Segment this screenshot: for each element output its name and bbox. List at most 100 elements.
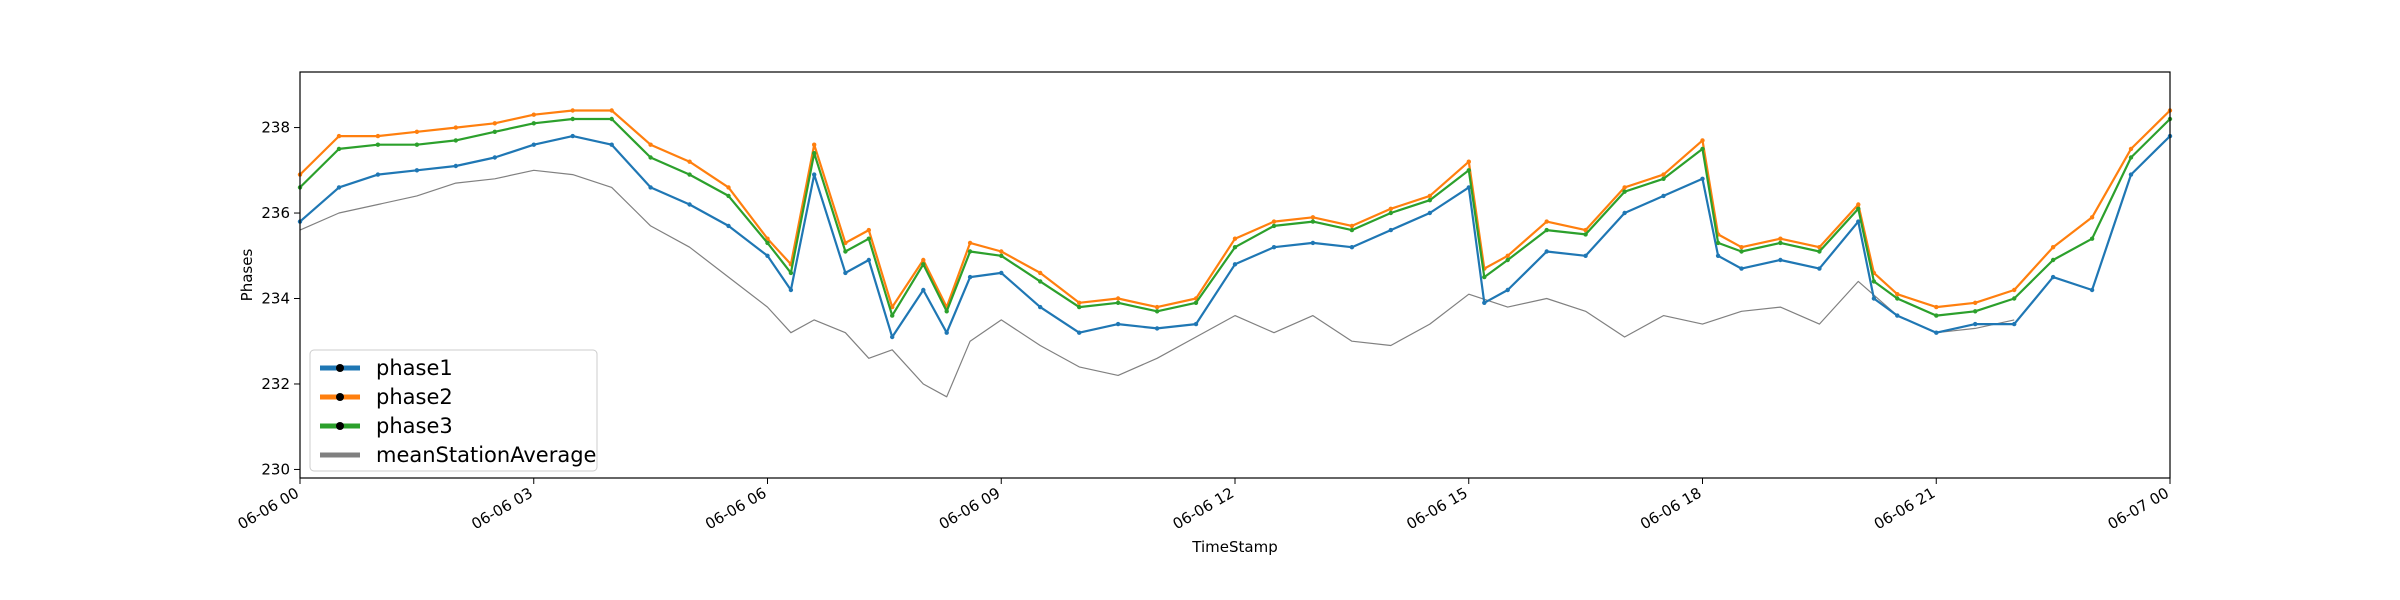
data-point-phase2: [999, 249, 1004, 254]
data-point-phase1: [453, 163, 458, 169]
data-point-phase3: [1583, 232, 1588, 237]
legend-box: [309, 349, 598, 472]
data-point-phase1: [1934, 330, 1939, 335]
data-point-phase2: [1661, 172, 1666, 177]
data-point-phase2: [1154, 304, 1160, 310]
legend-label: phase2: [376, 385, 453, 409]
data-point-phase2: [2128, 146, 2134, 152]
data-point-phase1: [1310, 240, 1316, 246]
series-phase1: [297, 133, 2173, 340]
data-point-phase1: [1115, 321, 1121, 327]
series-phase3: [297, 116, 2173, 318]
data-point-phase3: [1388, 210, 1394, 216]
x-axis-label: TimeStamp: [1191, 538, 1277, 556]
data-point-phase2: [843, 240, 848, 246]
data-point-phase3: [336, 146, 342, 152]
data-point-phase3: [648, 155, 653, 160]
data-point-phase3: [1739, 249, 1744, 254]
data-point-phase3: [788, 270, 794, 276]
data-point-phase1: [921, 287, 926, 293]
data-point-phase1: [414, 168, 420, 173]
data-point-phase3: [1544, 227, 1549, 233]
data-point-phase2: [967, 240, 973, 246]
data-point-phase3: [1115, 300, 1121, 305]
data-point-phase3: [765, 240, 770, 246]
data-point-phase3: [812, 151, 817, 156]
data-point-phase2: [1778, 236, 1783, 241]
data-point-phase1: [1388, 227, 1394, 233]
x-axis: 06-06 00 06-06 03 06-06 06 06-06 09 06-06 12…: [235, 478, 2172, 533]
series-line-meanStationAverage: [299, 169, 2015, 398]
data-point-phase1: [1482, 300, 1487, 305]
data-point-phase2: [2050, 245, 2056, 250]
data-point-phase2: [726, 185, 731, 190]
data-point-phase2: [1622, 185, 1627, 190]
data-point-phase2: [1739, 245, 1744, 250]
x-tick-label: 06-06 21: [1871, 484, 1938, 533]
data-point-phase3: [375, 142, 381, 147]
data-point-phase1: [1505, 287, 1510, 293]
data-point-phase1: [1661, 193, 1666, 199]
data-point-phase2: [336, 133, 342, 139]
series-layer: [297, 108, 2173, 398]
data-point-phase1: [2089, 287, 2095, 293]
legend-marker: [336, 422, 344, 430]
data-point-phase1: [1973, 321, 1978, 327]
data-point-phase3: [1622, 189, 1627, 194]
data-point-phase1: [1271, 245, 1277, 250]
data-point-phase2: [1349, 223, 1355, 229]
data-point-phase3: [609, 116, 614, 122]
legend-label: meanStationAverage: [376, 443, 596, 467]
data-point-phase3: [1934, 313, 1939, 318]
data-point-phase1: [1544, 249, 1549, 254]
data-point-phase2: [921, 257, 926, 263]
data-point-phase1: [843, 270, 848, 276]
x-tick-label: 06-06 09: [936, 484, 1003, 533]
data-point-phase3: [1895, 296, 1900, 301]
y-axis-label: Phases: [238, 249, 256, 302]
data-point-phase1: [1817, 266, 1822, 271]
data-point-phase3: [1427, 198, 1433, 203]
data-point-phase3: [1154, 309, 1160, 314]
data-point-phase3: [1193, 300, 1199, 305]
data-point-phase1: [1895, 313, 1900, 318]
data-point-phase1: [1622, 210, 1627, 216]
x-tick-label: 06-06 03: [468, 484, 535, 533]
data-point-phase3: [570, 116, 575, 122]
data-point-phase3: [492, 129, 497, 134]
y-tick-label: 232: [261, 375, 290, 393]
data-point-phase3: [1349, 227, 1355, 233]
x-tick-label: 06-07 00: [2105, 484, 2172, 533]
data-point-phase3: [1482, 274, 1487, 280]
data-point-phase1: [1154, 326, 1160, 331]
x-tick-label: 06-06 18: [1637, 484, 1704, 533]
data-point-phase2: [609, 108, 614, 113]
data-point-phase3: [1077, 304, 1082, 310]
data-point-phase3: [531, 121, 536, 126]
legend: phase1 phase2 phase3 meanStationAverage: [309, 349, 598, 472]
data-point-phase2: [375, 133, 381, 139]
data-point-phase2: [1895, 292, 1900, 297]
data-point-phase3: [1466, 168, 1472, 173]
data-point-phase2: [1583, 227, 1588, 233]
y-axis: 230 232 234 236 238: [261, 119, 300, 478]
data-point-phase1: [1583, 253, 1588, 258]
data-point-phase1: [1193, 321, 1199, 327]
data-point-phase2: [648, 142, 653, 147]
data-point-phase1: [765, 253, 770, 258]
data-point-phase2: [1544, 219, 1549, 224]
legend-item-phase2: phase2: [320, 385, 453, 409]
data-point-phase3: [1038, 279, 1043, 284]
data-point-phase3: [1661, 176, 1666, 181]
data-point-phase3: [1310, 219, 1316, 224]
data-point-phase3: [2128, 155, 2134, 160]
data-point-phase3: [1505, 257, 1510, 263]
data-point-phase1: [967, 274, 973, 280]
data-point-phase1: [1871, 296, 1877, 301]
legend-marker: [336, 364, 344, 372]
data-point-phase3: [726, 193, 731, 199]
data-point-phase2: [765, 236, 770, 241]
data-point-phase1: [531, 142, 536, 147]
data-point-phase1: [1466, 185, 1472, 190]
